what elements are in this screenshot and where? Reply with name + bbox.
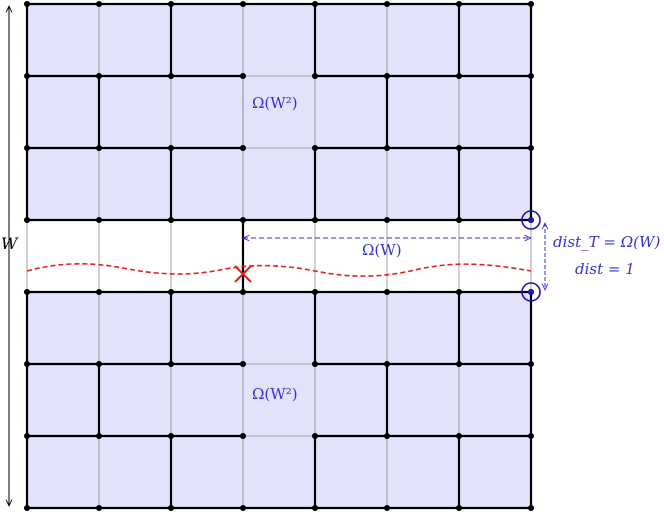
thick-grid-edges (25, 2, 533, 510)
terminal-nodes (521, 210, 541, 302)
grid-node (456, 433, 462, 439)
grid-node (384, 505, 390, 511)
grid-node (312, 145, 318, 151)
grid-node (96, 505, 102, 511)
grid-node (312, 1, 318, 7)
grid-node (312, 433, 318, 439)
grid-node (312, 505, 318, 511)
grid-node (240, 73, 246, 79)
grid-node (384, 73, 390, 79)
grid-node (168, 361, 174, 367)
grid-node (384, 1, 390, 7)
dist-label: dist = 1 (575, 260, 635, 278)
grid-node (168, 73, 174, 79)
grid-node (456, 145, 462, 151)
grid-node (456, 289, 462, 295)
grid-node (24, 433, 30, 439)
grid-node (24, 145, 30, 151)
grid-node (312, 73, 318, 79)
grid-node (384, 145, 390, 151)
bottom-region-label: Ω(W²) (252, 385, 298, 403)
grid-node (24, 289, 30, 295)
top-shaded-region (26, 3, 532, 221)
grid-node (96, 433, 102, 439)
grid-node (312, 361, 318, 367)
grid-node (528, 145, 534, 151)
terminal-node-bottom (521, 282, 541, 302)
grid-node (168, 505, 174, 511)
grid-node (456, 73, 462, 79)
grid-node (240, 1, 246, 7)
grid-node (96, 217, 102, 223)
grid-node (240, 361, 246, 367)
terminal-node-top (521, 210, 541, 230)
bottom-shaded-region (26, 291, 532, 509)
dist-t-label: dist_T = Ω(W) (553, 233, 660, 251)
grid-node (168, 433, 174, 439)
grid-node (168, 145, 174, 151)
top-region-label: Ω(W²) (252, 94, 298, 112)
grid-node (240, 145, 246, 151)
grid-node (96, 289, 102, 295)
grid-node (384, 361, 390, 367)
grid-node (528, 505, 534, 511)
grid-node (384, 289, 390, 295)
grid-node (528, 1, 534, 7)
grid-node (240, 289, 246, 295)
grid-node (456, 217, 462, 223)
grid-node (456, 361, 462, 367)
grid-node (96, 73, 102, 79)
grid-node (168, 217, 174, 223)
grid-node (24, 505, 30, 511)
grid-nodes (24, 1, 534, 511)
grid-node (168, 289, 174, 295)
grid-node (384, 217, 390, 223)
grid-node (24, 1, 30, 7)
grid-node (456, 505, 462, 511)
cut-point-marker (234, 265, 252, 283)
grid-node (96, 1, 102, 7)
grid-node (168, 1, 174, 7)
grid-node (240, 433, 246, 439)
grid-node (24, 73, 30, 79)
gap-distance-label: Ω(W) (362, 241, 402, 259)
grid-node (24, 361, 30, 367)
grid-node (528, 433, 534, 439)
grid-node (240, 505, 246, 511)
grid-node (456, 1, 462, 7)
grid-node (528, 73, 534, 79)
side-length-label: W (1, 234, 19, 253)
grid-node (312, 289, 318, 295)
grid-node (240, 217, 246, 223)
grid-node (96, 361, 102, 367)
grid-node (384, 433, 390, 439)
grid-node (24, 217, 30, 223)
grid-node (96, 145, 102, 151)
grid-node (528, 361, 534, 367)
grid-node (312, 217, 318, 223)
cut-curve (26, 263, 532, 277)
